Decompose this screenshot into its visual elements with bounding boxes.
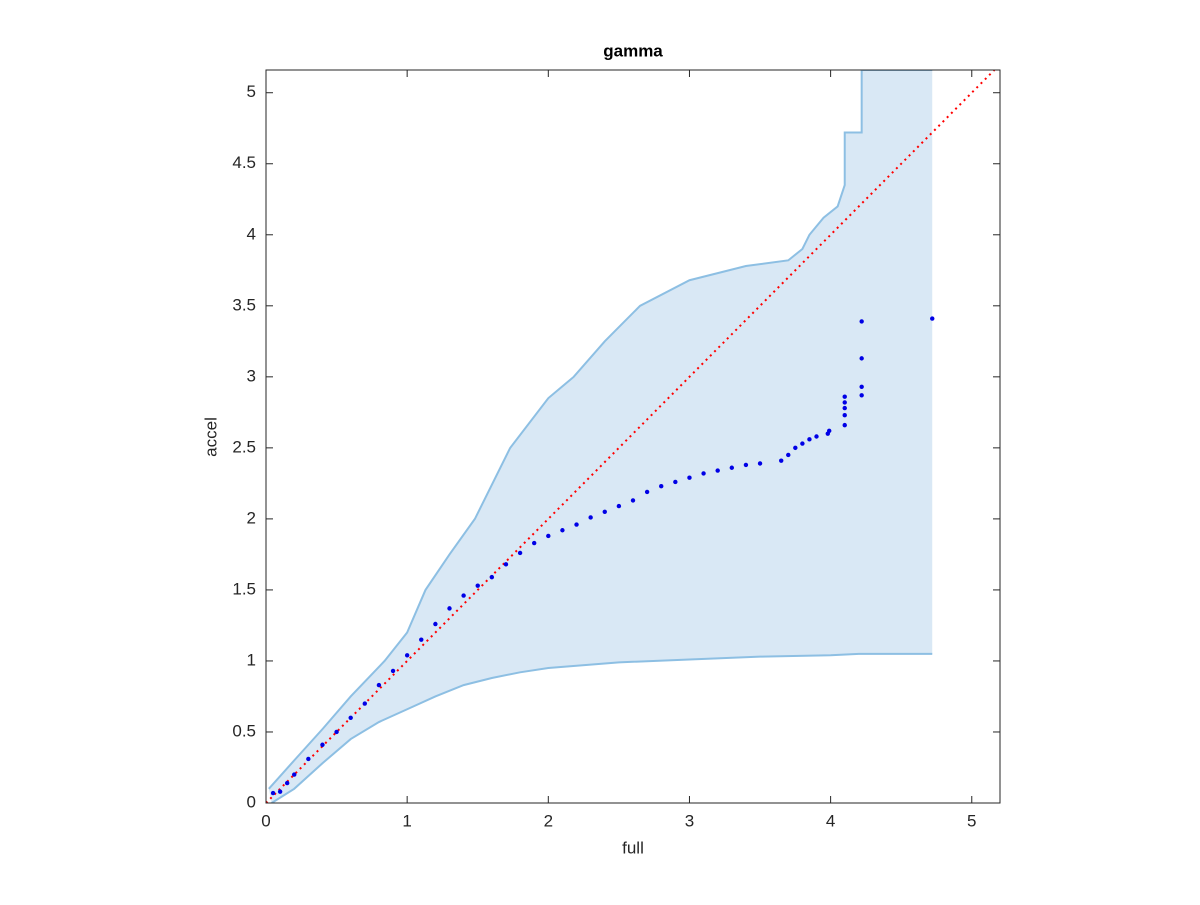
data-point — [673, 479, 678, 485]
data-point — [729, 465, 735, 470]
data-point — [859, 384, 864, 389]
data-point — [602, 509, 607, 514]
y-tick-label: 5 — [247, 82, 256, 101]
y-tick-label: 0.5 — [232, 721, 256, 740]
data-point — [461, 593, 466, 598]
data-point — [743, 462, 749, 468]
data-point — [560, 528, 565, 533]
y-tick-label: 1.5 — [232, 579, 256, 598]
data-point — [503, 562, 509, 567]
y-tick-label: 3 — [247, 366, 256, 385]
data-point — [800, 441, 805, 446]
data-point — [701, 471, 706, 476]
band-upper-edge — [268, 70, 933, 790]
y-tick-label: 3.5 — [232, 295, 256, 314]
data-point — [793, 445, 798, 451]
data-point — [348, 715, 353, 720]
data-point — [574, 522, 579, 527]
data-point — [842, 400, 847, 405]
band-lower-edge — [271, 652, 933, 803]
y-axis-label: accel — [201, 417, 220, 457]
y-tick-label: 4 — [247, 224, 256, 243]
y-tick-label: 0 — [247, 792, 256, 811]
reference-line — [266, 70, 996, 803]
data-point — [779, 458, 784, 463]
data-point — [616, 503, 622, 509]
data-point — [842, 412, 847, 418]
data-point — [859, 319, 864, 324]
axes: 0 1 2 3 4 5 0 0.5 1 1.5 2 2.5 3 3.5 4 4.5 5 — [232, 69, 1001, 830]
data-point — [827, 428, 832, 434]
data-point — [588, 515, 593, 520]
data-point — [842, 422, 847, 428]
confidence-band — [268, 70, 933, 803]
x-tick-label: 4 — [826, 811, 835, 830]
data-point — [475, 583, 480, 588]
data-point — [489, 574, 495, 580]
data-point — [786, 452, 791, 458]
x-axis-label: full — [622, 838, 644, 857]
data-point — [687, 475, 692, 480]
data-point — [807, 437, 812, 442]
x-tick-label: 3 — [685, 811, 694, 830]
x-tick-label: 5 — [967, 811, 976, 830]
y-tick-label: 2 — [247, 508, 256, 527]
x-tick-label: 2 — [544, 811, 553, 830]
data-point — [306, 756, 311, 762]
y-tick-label: 1 — [247, 650, 256, 669]
x-tick-label: 0 — [261, 811, 270, 830]
data-point — [546, 533, 551, 539]
data-point — [404, 653, 410, 658]
data-point — [390, 668, 396, 674]
data-point — [930, 316, 935, 321]
data-point — [757, 461, 763, 466]
data-point — [630, 498, 636, 503]
data-point — [517, 550, 523, 556]
data-point — [814, 434, 819, 439]
data-point — [320, 742, 325, 747]
data-point — [277, 789, 283, 794]
y-tick-label: 4.5 — [232, 153, 256, 172]
data-point — [334, 729, 339, 735]
data-point — [362, 701, 368, 706]
data-point — [419, 637, 424, 642]
data-point — [270, 790, 276, 796]
data-point — [842, 394, 847, 399]
data-point — [644, 489, 650, 495]
axes-box — [265, 69, 1001, 804]
data-point — [842, 405, 847, 411]
data-point — [376, 682, 382, 688]
data-point — [659, 484, 664, 489]
plot-area — [266, 70, 996, 803]
data-point — [284, 780, 290, 786]
data-point — [859, 356, 864, 361]
data-point — [447, 606, 452, 611]
data-point — [859, 393, 864, 398]
data-point — [433, 621, 438, 627]
y-tick-label: 2.5 — [232, 437, 256, 456]
chart-title: gamma — [603, 41, 663, 60]
data-point — [715, 468, 720, 473]
data-point — [292, 772, 297, 777]
data-point — [531, 540, 537, 546]
x-tick-label: 1 — [402, 811, 411, 830]
